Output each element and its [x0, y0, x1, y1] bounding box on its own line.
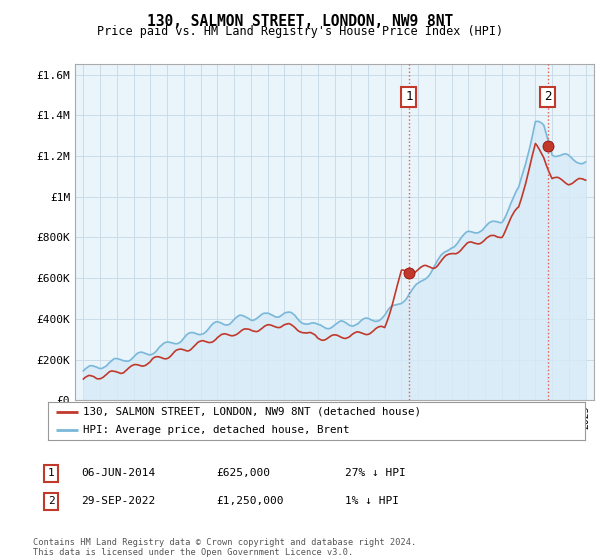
Text: Price paid vs. HM Land Registry's House Price Index (HPI): Price paid vs. HM Land Registry's House …	[97, 25, 503, 38]
Text: 2: 2	[544, 91, 552, 104]
Text: 29-SEP-2022: 29-SEP-2022	[81, 496, 155, 506]
Text: 1: 1	[405, 91, 413, 104]
Text: £1,250,000: £1,250,000	[216, 496, 284, 506]
Text: 130, SALMON STREET, LONDON, NW9 8NT (detached house): 130, SALMON STREET, LONDON, NW9 8NT (det…	[83, 407, 421, 417]
Text: Contains HM Land Registry data © Crown copyright and database right 2024.
This d: Contains HM Land Registry data © Crown c…	[33, 538, 416, 557]
Text: 2: 2	[47, 496, 55, 506]
Text: 27% ↓ HPI: 27% ↓ HPI	[345, 468, 406, 478]
Text: HPI: Average price, detached house, Brent: HPI: Average price, detached house, Bren…	[83, 425, 349, 435]
Text: 1% ↓ HPI: 1% ↓ HPI	[345, 496, 399, 506]
Text: £625,000: £625,000	[216, 468, 270, 478]
Text: 130, SALMON STREET, LONDON, NW9 8NT: 130, SALMON STREET, LONDON, NW9 8NT	[147, 14, 453, 29]
Text: 1: 1	[47, 468, 55, 478]
Text: 06-JUN-2014: 06-JUN-2014	[81, 468, 155, 478]
